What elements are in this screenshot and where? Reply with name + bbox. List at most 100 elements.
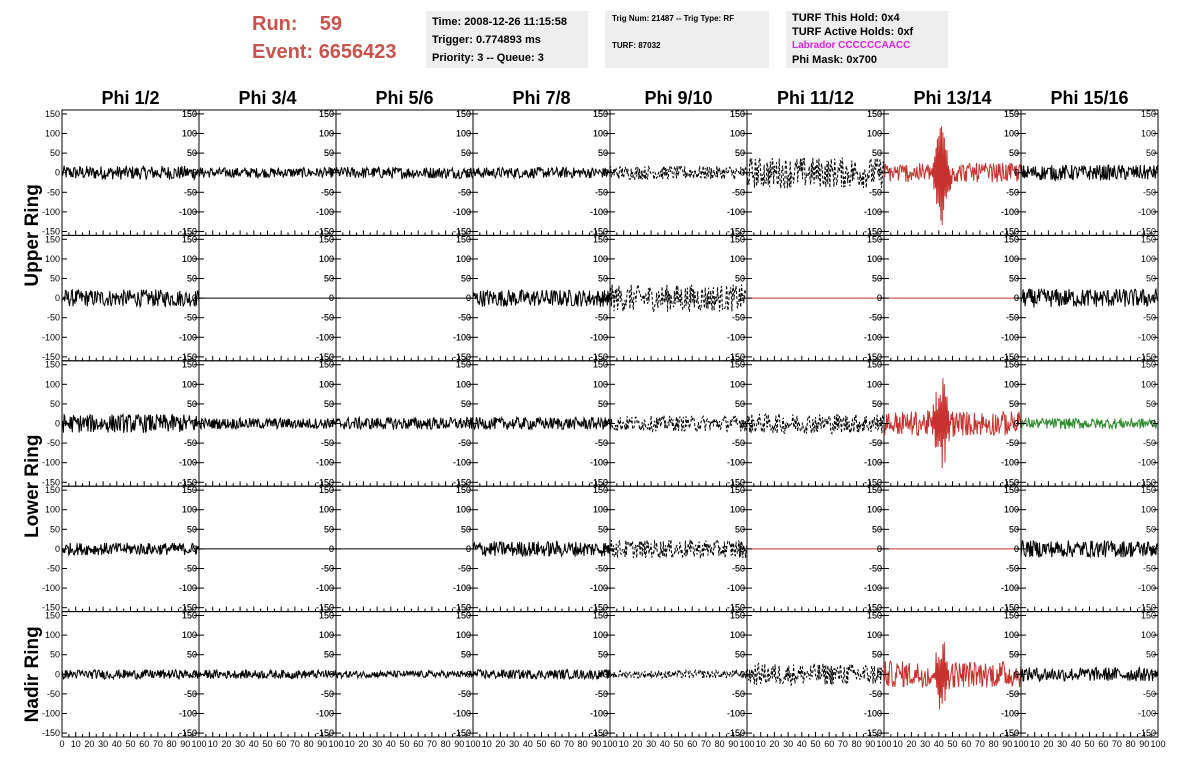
priority-text: Priority: 3 -- Queue: 3	[432, 52, 544, 64]
y-tick-label: 100	[319, 379, 334, 389]
y-tick-label: 100	[867, 254, 882, 264]
y-tick-label: 50	[461, 148, 471, 158]
y-tick-label: 50	[1009, 399, 1019, 409]
y-tick-label: -100	[590, 708, 608, 718]
y-tick-label: 50	[1146, 274, 1156, 284]
y-tick-label: -100	[1001, 207, 1019, 217]
y-tick-label: -150	[316, 226, 334, 236]
y-tick-label: -50	[321, 187, 334, 197]
y-tick-label: 100	[593, 129, 608, 139]
y-tick-label: -50	[732, 563, 745, 573]
x-tick-label: 50	[536, 739, 546, 749]
y-tick-label: 150	[456, 611, 471, 621]
y-tick-label: 150	[182, 485, 197, 495]
y-tick-label: -100	[1001, 458, 1019, 468]
y-tick-label: -100	[179, 583, 197, 593]
y-tick-label: -50	[184, 187, 197, 197]
y-tick-label: 100	[730, 379, 745, 389]
waveform-trace	[883, 126, 1022, 226]
y-tick-label: 100	[593, 254, 608, 264]
y-tick-label: 150	[182, 109, 197, 119]
x-tick-label: 40	[660, 739, 670, 749]
waveform-trace	[609, 414, 748, 433]
x-tick-label: 30	[783, 739, 793, 749]
y-tick-label: 0	[329, 419, 334, 429]
waveform-trace	[61, 412, 200, 433]
x-tick-label: 20	[221, 739, 231, 749]
y-tick-label: 0	[329, 293, 334, 303]
waveform-panel: 150 150 100 100 50 50 0 0 -50 -50 -100 -100 -150 -150	[42, 234, 200, 362]
y-tick-label: 50	[461, 399, 471, 409]
x-tick-label: 10	[345, 739, 355, 749]
y-tick-label: 100	[1004, 379, 1019, 389]
y-tick-label: -100	[179, 458, 197, 468]
y-tick-label: -150	[1001, 352, 1019, 362]
y-tick-label: 150	[593, 109, 608, 119]
y-tick-label: 100	[730, 129, 745, 139]
x-tick-label: 10	[619, 739, 629, 749]
y-tick-label: -50	[1143, 438, 1156, 448]
y-tick-label: -150	[1138, 226, 1156, 236]
column-header: Phi 9/10	[644, 88, 712, 108]
y-tick-label: 100	[730, 129, 745, 139]
y-tick-label: -100	[590, 458, 608, 468]
waveform-panel: 150 150 100 100 50 50 0 0 -50 -50 -100 -100 -150 -150	[316, 611, 474, 738]
y-tick-label: 50	[872, 399, 882, 409]
y-tick-label: -150	[42, 477, 60, 487]
y-tick-label: -100	[727, 207, 745, 217]
y-tick-label: 150	[1004, 234, 1019, 244]
y-tick-label: 150	[867, 360, 882, 370]
x-tick-label: 30	[98, 739, 108, 749]
waveform-panel: 150 150 100 100 50 50 0 0 -50 -50 -100 -100 -150 -150	[727, 360, 885, 487]
y-tick-label: -50	[869, 313, 882, 323]
y-tick-label: 150	[1141, 109, 1156, 119]
waveform-trace	[198, 166, 337, 180]
y-tick-label: -50	[595, 689, 608, 699]
y-tick-label: 50	[872, 274, 882, 284]
x-tick-label: 90	[591, 739, 601, 749]
y-tick-label: 100	[182, 254, 197, 264]
y-tick-label: 100	[1141, 254, 1156, 264]
y-tick-label: -50	[1006, 313, 1019, 323]
y-tick-label: -50	[869, 563, 882, 573]
y-tick-label: -100	[590, 708, 608, 718]
y-tick-label: -100	[590, 458, 608, 468]
y-tick-label: -150	[1001, 477, 1019, 487]
y-tick-label: 0	[466, 544, 471, 554]
y-tick-label: 50	[187, 650, 197, 660]
y-tick-label: 0	[877, 419, 882, 429]
y-tick-label: 100	[593, 630, 608, 640]
y-tick-label: -150	[1001, 352, 1019, 362]
y-tick-label: -100	[864, 708, 882, 718]
y-tick-label: 150	[456, 109, 471, 119]
y-tick-label: 150	[456, 611, 471, 621]
y-tick-label: 150	[319, 360, 334, 370]
x-tick-label: 100	[1150, 739, 1165, 749]
y-tick-label: 50	[324, 274, 334, 284]
y-tick-label: 50	[187, 524, 197, 534]
y-tick-label: -50	[184, 563, 197, 573]
y-tick-label: 150	[730, 360, 745, 370]
y-tick-label: -100	[727, 332, 745, 342]
y-tick-label: 150	[593, 611, 608, 621]
y-tick-label: 150	[593, 109, 608, 119]
y-tick-label: -150	[179, 352, 197, 362]
y-tick-label: -150	[453, 728, 471, 738]
y-tick-label: 50	[735, 399, 745, 409]
y-tick-label: 50	[1009, 274, 1019, 284]
y-tick-label: -50	[47, 187, 60, 197]
y-tick-label: 0	[603, 293, 608, 303]
y-tick-label: 0	[1151, 293, 1156, 303]
x-tick-label: 100	[876, 739, 891, 749]
x-tick-label: 80	[578, 739, 588, 749]
y-tick-label: -150	[727, 603, 745, 613]
y-tick-label: -150	[1001, 477, 1019, 487]
y-tick-label: 50	[1146, 650, 1156, 660]
y-tick-label: -150	[316, 603, 334, 613]
y-tick-label: -150	[453, 728, 471, 738]
x-tick-label: 30	[509, 739, 519, 749]
y-tick-label: 100	[867, 129, 882, 139]
waveform-trace	[883, 642, 1022, 710]
x-tick-label: 20	[358, 739, 368, 749]
y-tick-label: 150	[867, 109, 882, 119]
